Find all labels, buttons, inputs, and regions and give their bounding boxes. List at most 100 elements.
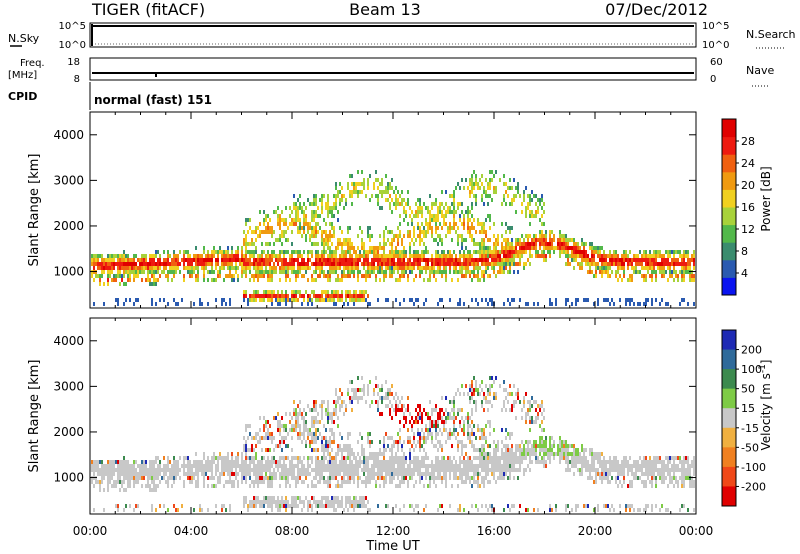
power-cell — [573, 242, 575, 246]
power-cell — [227, 250, 229, 254]
power-cell — [167, 274, 169, 278]
power-cell — [511, 238, 513, 242]
power-cell — [285, 238, 287, 242]
velocity-cell — [173, 460, 175, 464]
velocity-cell — [121, 480, 123, 484]
power-cell — [463, 238, 465, 242]
velocity-cell — [443, 476, 445, 480]
power-cell — [429, 266, 431, 270]
power-cell — [229, 298, 231, 302]
velocity-cell — [479, 472, 481, 476]
velocity-cell — [233, 484, 235, 488]
power-cell — [217, 270, 219, 274]
velocity-cell — [277, 496, 279, 500]
velocity-cell — [481, 456, 483, 460]
power-cell — [647, 266, 649, 270]
power-cell — [103, 266, 105, 270]
power-cell — [645, 302, 647, 306]
power-cell — [101, 262, 103, 266]
power-cell — [173, 250, 175, 254]
velocity-cell — [257, 460, 259, 464]
power-cell — [447, 254, 449, 258]
power-cell — [271, 234, 273, 238]
power-cell — [649, 250, 651, 254]
velocity-cell — [133, 460, 135, 464]
power-cell — [487, 214, 489, 218]
power-cell — [357, 254, 359, 258]
power-cell — [347, 230, 349, 234]
power-cell — [363, 254, 365, 258]
power-cell — [285, 274, 287, 278]
velocity-cell — [427, 468, 429, 472]
power-cell — [263, 250, 265, 254]
velocity-cell — [351, 448, 353, 452]
velocity-cell — [323, 464, 325, 468]
velocity-cell — [397, 404, 399, 408]
power-cell — [629, 262, 631, 266]
power-cell — [257, 266, 259, 270]
velocity-cell — [441, 432, 443, 436]
power-cell — [171, 258, 173, 262]
power-cell — [543, 210, 545, 214]
power-cell — [457, 226, 459, 230]
velocity-cell — [241, 464, 243, 468]
velocity-cell — [397, 472, 399, 476]
velocity-cell — [463, 464, 465, 468]
power-cell — [627, 262, 629, 266]
velocity-cell — [409, 452, 411, 456]
power-cell — [597, 266, 599, 270]
velocity-cell — [449, 412, 451, 416]
power-cell — [225, 302, 227, 306]
velocity-cell — [501, 408, 503, 412]
power-cell — [511, 250, 513, 254]
power-cell — [537, 206, 539, 210]
power-cell — [315, 294, 317, 298]
power-cell — [479, 242, 481, 246]
colorbar-tick-label: 24 — [741, 157, 755, 170]
power-cell — [471, 262, 473, 266]
velocity-cell — [503, 400, 505, 404]
power-cell — [123, 262, 125, 266]
power-cell — [175, 302, 177, 306]
velocity-cell — [123, 480, 125, 484]
velocity-cell — [427, 428, 429, 432]
velocity-cell — [403, 464, 405, 468]
power-cell — [475, 174, 477, 178]
power-cell — [193, 258, 195, 262]
velocity-cell — [453, 396, 455, 400]
power-cell — [313, 290, 315, 294]
colorbar-tick-label: 12 — [741, 223, 755, 236]
velocity-cell — [197, 460, 199, 464]
velocity-cell — [467, 420, 469, 424]
power-cell — [629, 298, 631, 302]
power-cell — [241, 266, 243, 270]
velocity-cell — [97, 472, 99, 476]
power-cell — [281, 294, 283, 298]
velocity-cell — [497, 444, 499, 448]
velocity-cell — [159, 472, 161, 476]
power-cell — [531, 210, 533, 214]
power-cell — [193, 270, 195, 274]
power-cell — [423, 226, 425, 230]
power-cell — [633, 270, 635, 274]
velocity-cell — [503, 460, 505, 464]
power-cell — [485, 190, 487, 194]
power-cell — [559, 250, 561, 254]
power-cell — [311, 242, 313, 246]
power-cell — [197, 274, 199, 278]
velocity-cell — [305, 420, 307, 424]
velocity-cell — [471, 444, 473, 448]
power-cell — [619, 298, 621, 302]
velocity-cell — [257, 480, 259, 484]
power-cell — [523, 242, 525, 246]
velocity-cell — [371, 464, 373, 468]
velocity-cell — [205, 468, 207, 472]
velocity-cell — [389, 392, 391, 396]
velocity-cell — [245, 460, 247, 464]
power-cell — [319, 198, 321, 202]
velocity-cell — [375, 384, 377, 388]
power-cell — [379, 262, 381, 266]
velocity-cell — [325, 412, 327, 416]
power-cell — [581, 262, 583, 266]
power-cell — [651, 298, 653, 302]
